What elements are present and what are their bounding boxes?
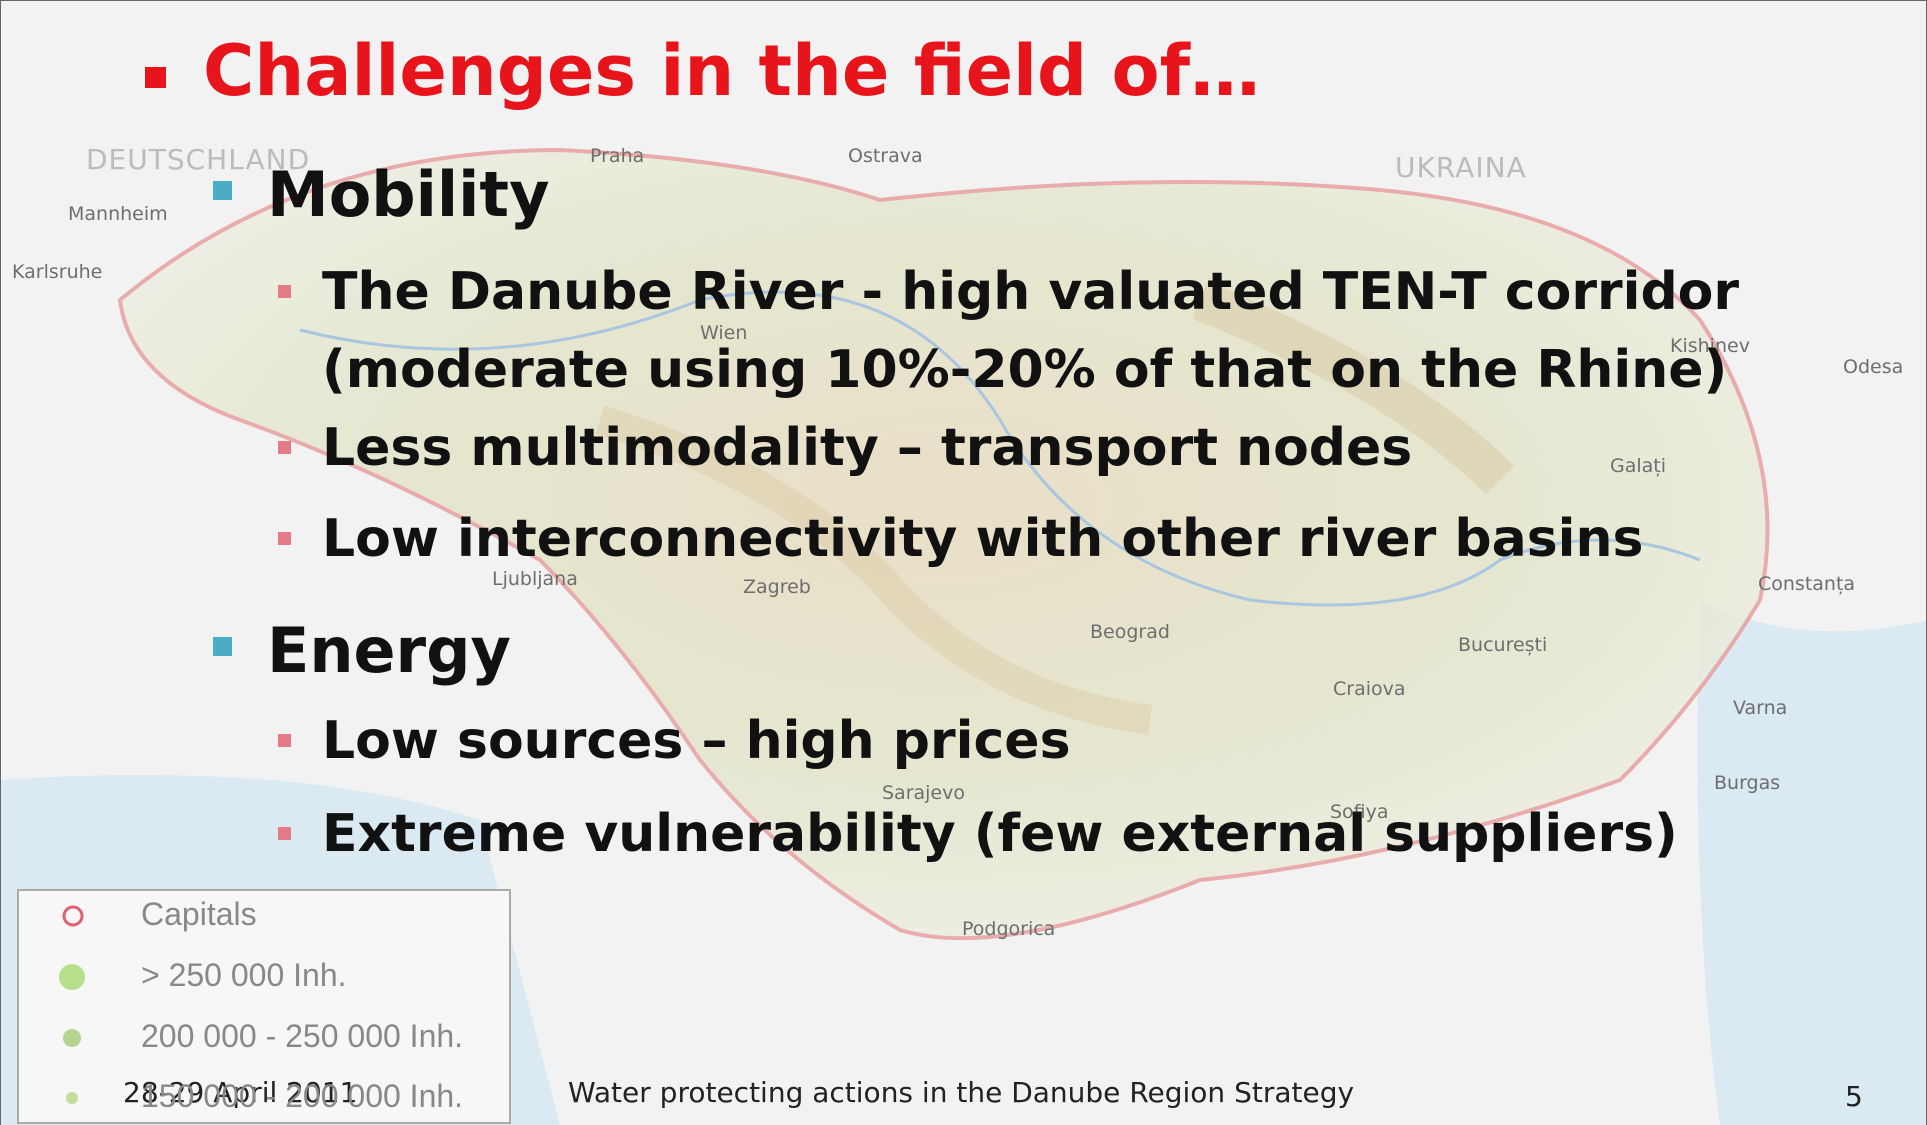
map-label: Mannheim bbox=[68, 203, 168, 225]
section-heading: Mobility bbox=[267, 158, 549, 231]
legend-label: 200 000 - 250 000 Inh. bbox=[141, 1018, 463, 1055]
map-label: UKRAINA bbox=[1395, 151, 1527, 184]
map-label: Ljubljana bbox=[492, 568, 578, 590]
map-label: Podgorica bbox=[962, 918, 1055, 940]
map-label: Burgas bbox=[1714, 772, 1780, 794]
slide-title: Challenges in the field of… bbox=[203, 30, 1260, 112]
map-label: Craiova bbox=[1333, 678, 1406, 700]
legend-label: > 250 000 Inh. bbox=[141, 957, 347, 994]
legend-label: Capitals bbox=[141, 896, 257, 933]
item-text: Low interconnectivity with other river b… bbox=[322, 509, 1643, 569]
footer-title: Water protecting actions in the Danube R… bbox=[568, 1076, 1354, 1109]
slide: Challenges in the field of… 28-29 April … bbox=[0, 0, 1927, 1125]
map-label: Sarajevo bbox=[882, 782, 965, 804]
page: {"slide": { "title": "Challenges in the … bbox=[0, 0, 1927, 1125]
item-bullet bbox=[278, 532, 291, 545]
item-text: The Danube River - high valuated TEN-T c… bbox=[322, 262, 1739, 322]
map-label: Galați bbox=[1610, 455, 1666, 477]
map-label: Ostrava bbox=[848, 145, 923, 167]
item-text: Less multimodality – transport nodes bbox=[322, 418, 1412, 478]
heading-bullet bbox=[213, 637, 232, 656]
map-label: Zagreb bbox=[743, 576, 811, 598]
map-label: Beograd bbox=[1090, 621, 1170, 643]
map-label: Praha bbox=[590, 145, 644, 167]
item-bullet bbox=[278, 441, 291, 454]
section-heading: Energy bbox=[267, 614, 511, 687]
item-bullet bbox=[278, 827, 291, 840]
item-text: (moderate using 10%-20% of that on the R… bbox=[322, 340, 1727, 400]
title-bullet bbox=[145, 67, 166, 88]
map-label: Constanța bbox=[1758, 573, 1855, 595]
item-text: Extreme vulnerability (few external supp… bbox=[322, 804, 1678, 864]
map-label: București bbox=[1458, 634, 1547, 656]
item-bullet bbox=[278, 734, 291, 747]
item-text: Low sources – high prices bbox=[322, 711, 1071, 771]
map-label: Varna bbox=[1733, 697, 1787, 719]
page-number: 5 bbox=[1845, 1080, 1863, 1113]
item-bullet bbox=[278, 285, 291, 298]
map-label: Karlsruhe bbox=[12, 261, 102, 283]
map-label: Odesa bbox=[1843, 356, 1903, 378]
legend-label: 150 000 - 200 000 Inh. bbox=[141, 1078, 463, 1115]
heading-bullet bbox=[213, 181, 232, 200]
